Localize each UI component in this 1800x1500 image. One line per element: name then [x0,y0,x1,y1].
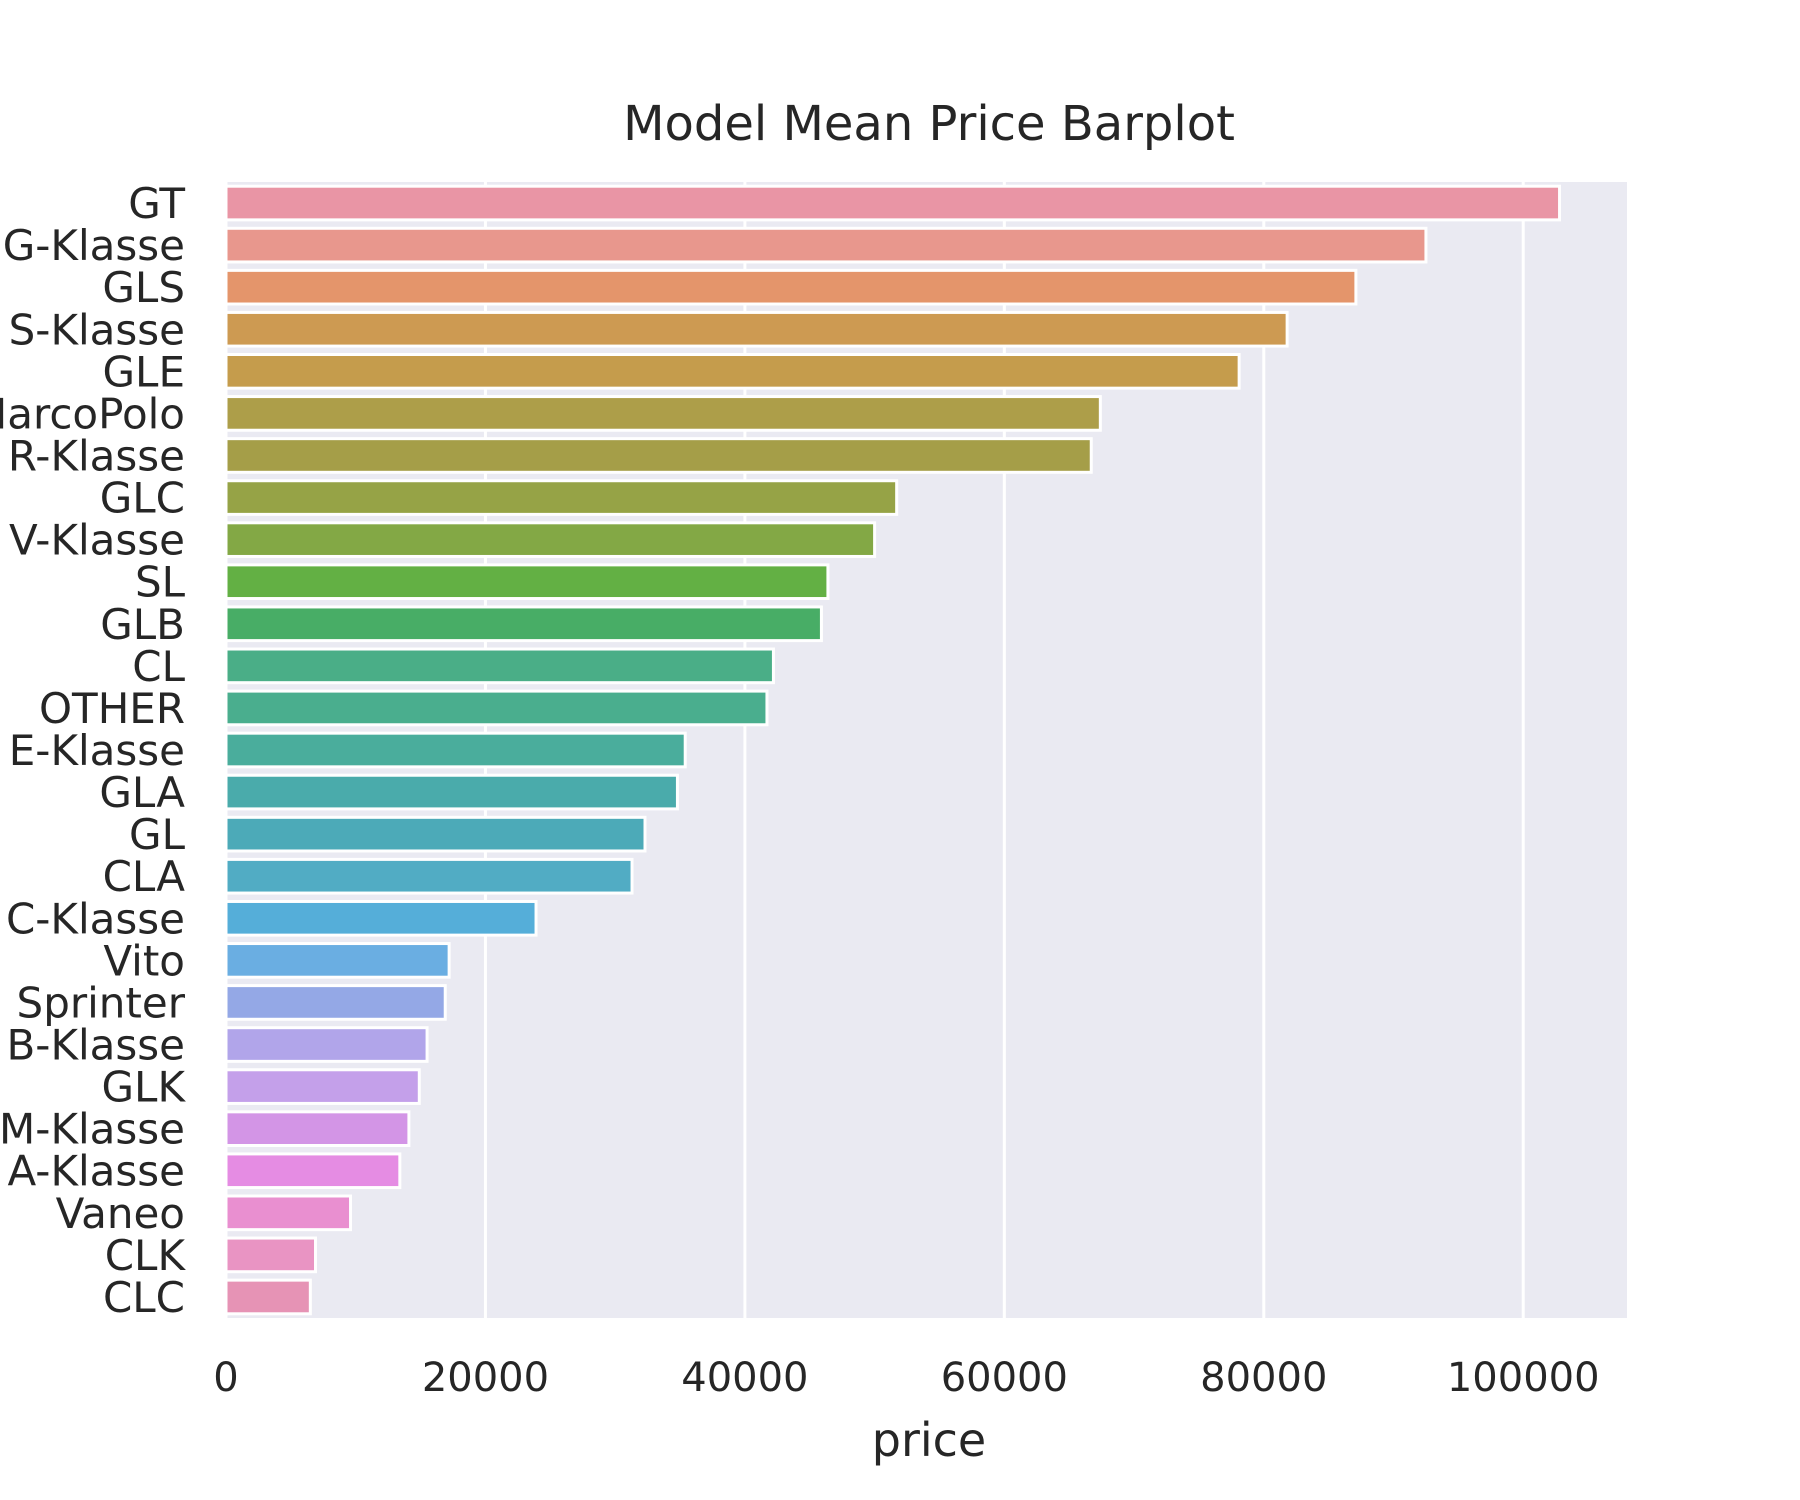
bar [224,731,687,769]
bar [224,521,877,558]
category-label: GT [128,179,185,228]
category-label: CLC [103,1273,185,1322]
category-label: C-Klasse [6,894,185,943]
bar [224,1110,411,1147]
bar [224,1068,421,1105]
bar [224,857,634,895]
category-label: MarcoPolo [0,389,185,438]
chart-title: Model Mean Price Barplot [623,96,1235,152]
x-tick-label: 100000 [1447,1355,1600,1401]
bar [224,395,1102,432]
bar [224,226,1428,264]
category-label: GLK [102,1063,187,1112]
x-tick-label: 80000 [1200,1355,1327,1401]
x-tick-label: 20000 [422,1355,549,1401]
category-label: S-Klasse [9,305,185,354]
bar [224,353,1241,390]
category-label: G-Klasse [3,221,185,270]
bar [224,689,769,727]
x-tick-label: 0 [213,1355,238,1401]
bar [224,479,899,516]
bar [224,1026,429,1063]
bar [224,605,823,643]
category-label: Vito [103,936,185,985]
category-label: GLA [99,768,185,817]
bar [224,1194,353,1232]
x-tick-label: 40000 [681,1355,808,1401]
bar [224,773,679,811]
category-label: Vaneo [56,1189,185,1238]
bar [224,184,1562,222]
bar [224,310,1289,348]
category-label: V-Klasse [9,516,185,565]
category-label: SL [135,558,186,607]
category-label: GLE [103,347,185,396]
x-tick-label: 60000 [941,1355,1068,1401]
category-label: CLK [105,1231,187,1280]
bar [224,268,1358,306]
category-labels: GTG-KlasseGLSS-KlasseGLEMarcoPoloR-Klass… [0,179,186,1322]
x-tick-labels: 0 20000 40000 60000 80000 100000 [213,1355,1599,1401]
bar [224,563,830,601]
category-label: CL [132,642,185,691]
category-label: GLS [102,263,185,312]
bar [224,1152,402,1190]
category-label: OTHER [39,684,185,733]
category-label: CLA [103,852,186,901]
category-label: M-Klasse [0,1105,185,1154]
bar [224,1278,312,1316]
bar [224,815,647,853]
category-label: B-Klasse [6,1021,185,1070]
category-label: R-Klasse [8,431,185,480]
category-label: GL [129,810,186,859]
category-label: A-Klasse [7,1147,185,1196]
category-label: GLC [100,474,185,523]
category-label: GLB [100,600,185,649]
bar [224,942,451,979]
category-label: E-Klasse [9,726,185,775]
bar [224,899,538,937]
x-axis-label: price [872,1413,986,1467]
bar [224,647,775,685]
bar [224,1236,318,1274]
bar [224,984,447,1021]
bar-layer [224,184,1562,1316]
bar [224,437,1093,474]
category-label: Sprinter [17,978,186,1027]
